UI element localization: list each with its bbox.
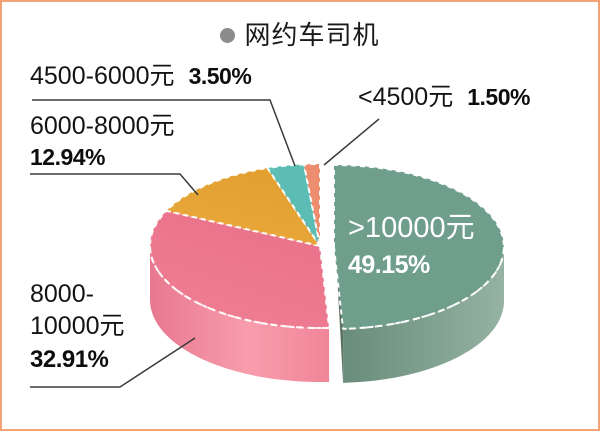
pie-slice-1-wall: [150, 246, 330, 382]
label-6000-8000: 6000-8000元 12.94%: [30, 112, 175, 170]
pie-slice-0-top: [333, 164, 505, 330]
chart-title: 网约车司机: [2, 15, 598, 52]
label-8000-10000-range-line2: 10000元: [30, 312, 125, 340]
label-4500-6000-pct: 3.50%: [188, 63, 252, 89]
label-4500-6000-range: 4500-6000元: [30, 62, 175, 90]
label-4500-6000: 4500-6000元 3.50%: [30, 62, 252, 91]
callout-line-2: [30, 173, 199, 196]
label-lt4500: <4500元 1.50%: [358, 83, 530, 112]
pie-slice-4-top: [303, 162, 321, 247]
label-lt4500-pct: 1.50%: [467, 84, 530, 110]
callout-line-0: [32, 99, 296, 167]
bullet-icon: [220, 28, 236, 43]
label-lt4500-range: <4500元: [358, 83, 454, 111]
callout-line-3: [30, 337, 196, 388]
label-8000-10000-pct: 32.91%: [30, 346, 109, 373]
chart-title-text: 网约车司机: [244, 20, 380, 50]
label-8000-10000-range-line1: 8000-: [30, 280, 94, 308]
label-8000-10000: 8000- 10000元 32.91%: [30, 278, 125, 374]
pie-slice-2-top: [165, 167, 321, 247]
label-6000-8000-range: 6000-8000元: [30, 112, 175, 140]
label-gt10000-pct: 49.15%: [348, 251, 430, 280]
label-6000-8000-pct: 12.94%: [30, 143, 106, 170]
label-gt10000: >10000元 49.15%: [348, 212, 475, 280]
pie-slice-0-wall: [343, 247, 504, 383]
pie-equator-highlight: [343, 246, 505, 330]
label-gt10000-range: >10000元: [348, 212, 475, 244]
callout-line-1: [323, 118, 380, 166]
